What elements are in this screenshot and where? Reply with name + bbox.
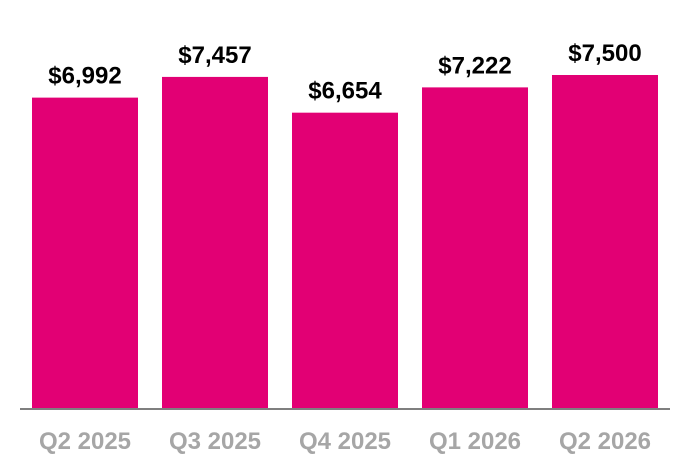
x-tick-label: Q3 2025	[169, 428, 261, 455]
bar-q1-2026	[422, 87, 528, 410]
bar-q3-2025	[162, 76, 268, 410]
bar-q2-2026	[552, 75, 658, 409]
data-labels-group: $6,992 $7,457 $6,654 $7,222 $7,500	[48, 40, 641, 105]
x-tick-label: Q4 2025	[299, 428, 391, 455]
x-tick-labels-group: Q2 2025 Q3 2025 Q4 2025 Q1 2026 Q2 2026	[39, 428, 651, 455]
x-tick-label: Q1 2026	[429, 428, 521, 455]
x-tick-label: Q2 2025	[39, 428, 131, 455]
bars-group	[32, 75, 658, 410]
data-label: $7,457	[178, 42, 251, 69]
data-label: $7,500	[568, 40, 641, 67]
data-label: $6,992	[48, 63, 121, 90]
data-label: $7,222	[438, 52, 511, 79]
bar-q4-2025	[292, 112, 398, 409]
data-label: $6,654	[308, 78, 382, 105]
x-tick-label: Q2 2026	[559, 428, 651, 455]
bar-q2-2025	[32, 97, 138, 410]
